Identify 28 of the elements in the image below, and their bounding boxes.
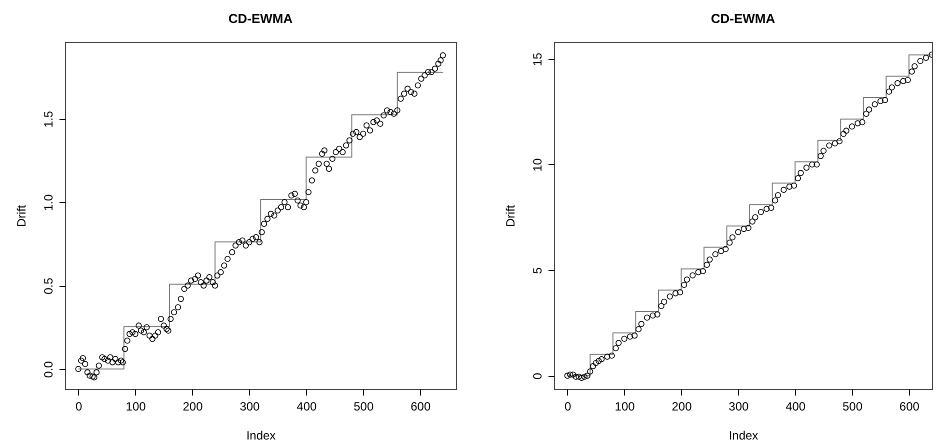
x-tick-label: 300 [240, 400, 260, 414]
y-tick-label: 1.5 [42, 110, 56, 128]
x-tick-label: 500 [842, 400, 863, 414]
x-tick-label: 100 [126, 400, 146, 414]
y-tick-label: 0.0 [42, 360, 56, 378]
x-tick-label: 0 [75, 400, 82, 414]
y-tick-label: 1.0 [42, 194, 56, 211]
x-tick-label: 300 [728, 400, 749, 414]
x-tick-label: 200 [182, 400, 204, 414]
y-axis-title: Drift [14, 204, 28, 227]
chart-title: CD-EWMA [228, 11, 294, 26]
x-tick-label: 500 [354, 400, 374, 414]
x-tick-label: 100 [614, 400, 636, 414]
x-tick-label: 200 [672, 400, 692, 414]
y-tick-label: 10 [530, 158, 544, 172]
y-tick-label: 0.5 [42, 277, 56, 294]
chart-title: CD-EWMA [710, 11, 776, 26]
x-axis-title: Index [728, 428, 758, 442]
y-tick-label: 5 [530, 266, 544, 274]
x-tick-label: 400 [296, 400, 318, 414]
y-tick-label: 15 [530, 52, 544, 66]
x-axis-title: Index [246, 428, 276, 442]
x-tick-label: 400 [786, 400, 806, 414]
x-tick-label: 0 [564, 400, 572, 414]
x-tick-label: 600 [410, 400, 431, 414]
y-axis-title: Drift [504, 204, 518, 227]
y-tick-label: 0 [530, 372, 544, 380]
x-tick-label: 600 [899, 400, 920, 414]
